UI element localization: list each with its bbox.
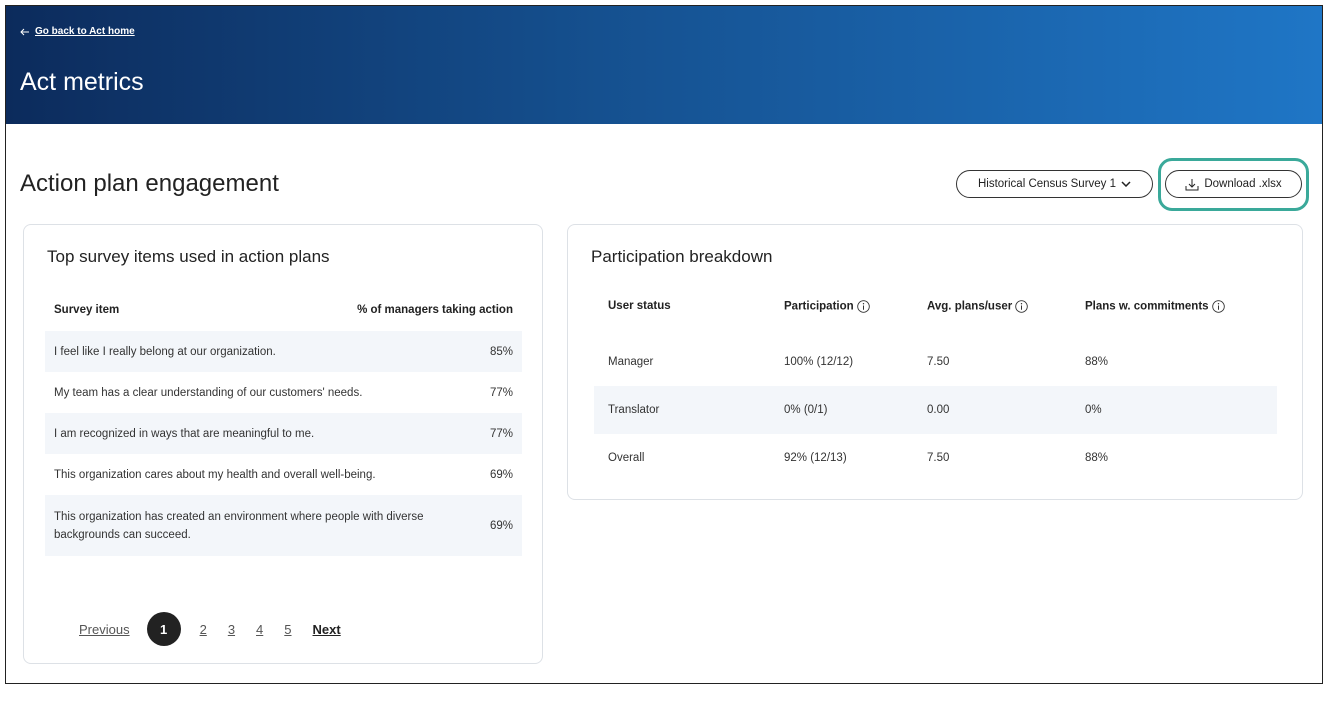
table: Survey item % of managers taking action I … — [45, 289, 522, 556]
page-link[interactable]: 5 — [284, 621, 292, 637]
section-title: Action plan engagement — [20, 170, 279, 197]
survey-item: I am recognized in ways that are meaning… — [54, 427, 315, 440]
table-row: This organization cares about my health … — [45, 454, 522, 495]
survey-select-text: Historical Census Survey 1 — [977, 178, 1117, 190]
table-row: Manager 100% (12/12) 7.50 88% — [594, 338, 1277, 386]
column-header: Participation — [784, 300, 854, 313]
column-header: Avg. plans/user — [927, 300, 1013, 313]
table-row: I feel like I really belong at our organ… — [45, 331, 522, 372]
percent: 85% — [489, 345, 513, 358]
column-header: Plans w. commitments — [1085, 300, 1209, 313]
percent: 69% — [489, 468, 513, 481]
download-button[interactable]: Download .xlsx — [1165, 170, 1302, 198]
cell: 100% (12/12) — [784, 356, 854, 368]
cell: 88% — [1085, 452, 1109, 464]
page-link[interactable]: 4 — [256, 621, 264, 637]
cell: Manager — [608, 356, 654, 368]
page-link[interactable]: 2 — [199, 621, 207, 637]
back-link-text[interactable]: Go back to Act home — [35, 26, 135, 37]
next-link[interactable]: Next — [312, 621, 341, 637]
table-row: Translator 0% (0/1) 0.00 0% — [594, 386, 1277, 434]
survey-item: This organization cares about my health … — [54, 468, 376, 481]
card-title: Participation breakdown — [591, 247, 773, 266]
page-link[interactable]: 3 — [227, 621, 236, 637]
survey-item: My team has a clear understanding of our… — [54, 386, 363, 399]
back-link[interactable]: Go back to Act home — [20, 26, 135, 37]
percent: 77% — [489, 427, 513, 440]
percent: 69% — [489, 519, 513, 532]
table-header: User status Participation Avg. plans/user P… — [594, 291, 1277, 321]
header: Go back to Act home Act metrics — [6, 6, 1322, 124]
column-header-cell: Plans w. commitments — [1085, 299, 1277, 313]
cell: 7.50 — [927, 452, 950, 464]
table-header: Survey item % of managers taking action — [45, 289, 522, 331]
survey-item: This organization has created an environ… — [54, 510, 424, 541]
cell: 0% (0/1) — [784, 404, 828, 416]
download-text: Download .xlsx — [1204, 178, 1282, 190]
card-title: Top survey items used in action plans — [47, 247, 330, 266]
cell: 88% — [1085, 356, 1109, 368]
survey-select[interactable]: Historical Census Survey 1 — [956, 170, 1153, 198]
cell: 0.00 — [927, 404, 950, 416]
column-header-cell: Participation — [784, 299, 927, 313]
cell: Overall — [608, 452, 645, 464]
frame: Go back to Act home Act metrics Action p… — [5, 5, 1323, 684]
info-icon[interactable] — [1211, 299, 1225, 313]
column-header: % of managers taking action — [357, 304, 513, 316]
cell: Translator — [608, 404, 660, 416]
arrow-icon — [20, 28, 29, 35]
column-header: User status — [608, 300, 671, 312]
survey-item: I feel like I really belong at our organ… — [54, 345, 276, 358]
info-icon[interactable] — [856, 299, 870, 313]
cell: 0% — [1085, 404, 1102, 416]
pagination: Previous 1 2 3 4 5 Next — [79, 612, 362, 646]
cell: 92% (12/13) — [784, 452, 847, 464]
table-row: Overall 92% (12/13) 7.50 88% — [594, 434, 1277, 482]
column-header: Survey item — [54, 304, 120, 316]
column-header-cell: User status — [608, 300, 784, 312]
column-header-cell: Avg. plans/user — [927, 299, 1085, 313]
page-link[interactable]: 1 — [146, 612, 181, 646]
info-icon[interactable] — [1015, 299, 1028, 313]
cell: 7.50 — [927, 356, 950, 368]
table: User status Participation Avg. plans/user P… — [594, 291, 1277, 482]
download-icon — [1185, 178, 1199, 190]
percent: 77% — [489, 386, 513, 399]
top-items-card: Top survey items used in action plans Su… — [23, 224, 543, 664]
table-row: This organization has created an environ… — [45, 495, 522, 556]
previous-link[interactable]: Previous — [79, 621, 130, 637]
table-row: My team has a clear understanding of our… — [45, 372, 522, 413]
table-row: I am recognized in ways that are meaning… — [45, 413, 522, 454]
participation-card: Participation breakdown User status Parti… — [567, 224, 1303, 500]
chevron-icon — [1121, 181, 1131, 187]
page-title: Act metrics — [20, 68, 144, 96]
highlight — [1158, 158, 1309, 211]
